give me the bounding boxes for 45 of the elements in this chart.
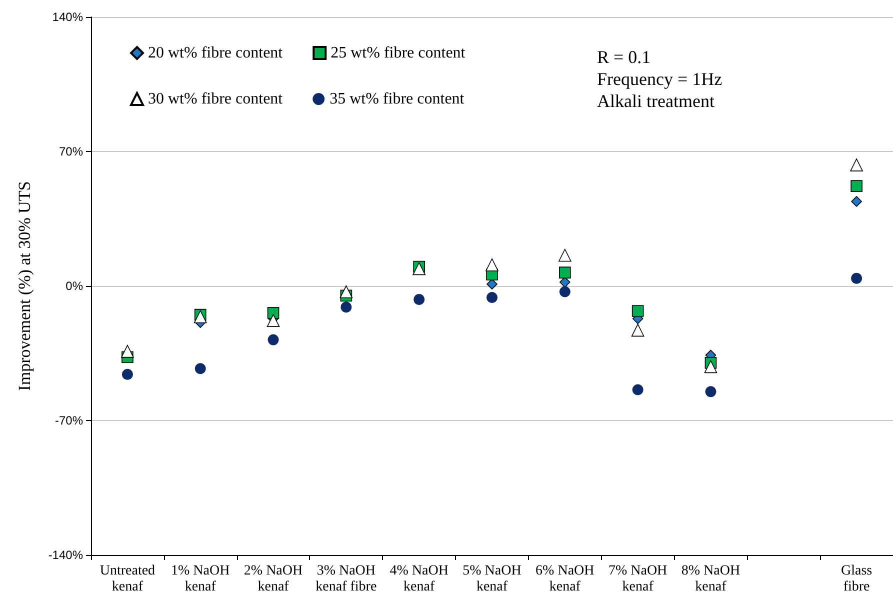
point bbox=[632, 384, 644, 396]
x-tick-label: 8% NaOH kenaf bbox=[681, 564, 740, 594]
x-tick-label: 2% NaOH kenaf bbox=[244, 564, 303, 594]
legend-label: 25 wt% fibre content bbox=[330, 44, 466, 62]
point bbox=[340, 285, 353, 298]
point bbox=[121, 344, 134, 358]
point bbox=[559, 266, 571, 278]
x-tick-label: 1% NaOH kenaf bbox=[171, 564, 230, 594]
y-tick-label: 70% bbox=[58, 144, 84, 158]
point bbox=[268, 334, 279, 346]
point bbox=[194, 363, 206, 374]
y-axis-title: Improvement (%) at 30% UTS bbox=[15, 181, 34, 391]
point bbox=[414, 294, 425, 305]
y-tick-label: -70% bbox=[54, 414, 84, 428]
x-tick-label: 6% NaOH kenaf bbox=[536, 564, 594, 594]
x-tick-label: Untreated kenaf bbox=[100, 564, 156, 594]
legend-label: 35 wt% fibre content bbox=[330, 90, 465, 108]
point bbox=[486, 258, 498, 272]
point bbox=[340, 302, 352, 313]
annotation: Frequency = 1Hz bbox=[597, 69, 722, 89]
point bbox=[705, 386, 716, 398]
x-tick-label: 5% NaOH kenaf bbox=[462, 564, 522, 594]
point bbox=[266, 314, 280, 327]
point bbox=[412, 262, 426, 276]
point bbox=[851, 272, 862, 284]
legend-label: 30 wt% fibre content bbox=[148, 90, 284, 108]
y-tick-label: -140% bbox=[48, 548, 84, 562]
annotation: Alkali treatment bbox=[597, 91, 714, 111]
point bbox=[486, 292, 498, 304]
point bbox=[194, 310, 207, 324]
point bbox=[559, 286, 570, 298]
y-tick-label: 0% bbox=[66, 279, 84, 293]
annotation: R = 0.1 bbox=[597, 47, 651, 67]
y-tick-label: 140% bbox=[52, 10, 84, 24]
x-tick-label: 7% NaOH kenaf bbox=[608, 564, 668, 594]
point bbox=[851, 196, 862, 207]
point bbox=[486, 278, 498, 290]
point bbox=[704, 360, 718, 374]
legend-label: 20 wt% fibre content bbox=[148, 44, 284, 62]
point bbox=[122, 368, 133, 380]
x-tick-label: 4% NaOH kenaf bbox=[390, 564, 448, 594]
x-tick-label: 3% NaOH kenaf fibre bbox=[316, 564, 377, 594]
x-tick-label: Glass fibre bbox=[840, 564, 872, 594]
point bbox=[632, 305, 644, 317]
point bbox=[850, 180, 862, 192]
